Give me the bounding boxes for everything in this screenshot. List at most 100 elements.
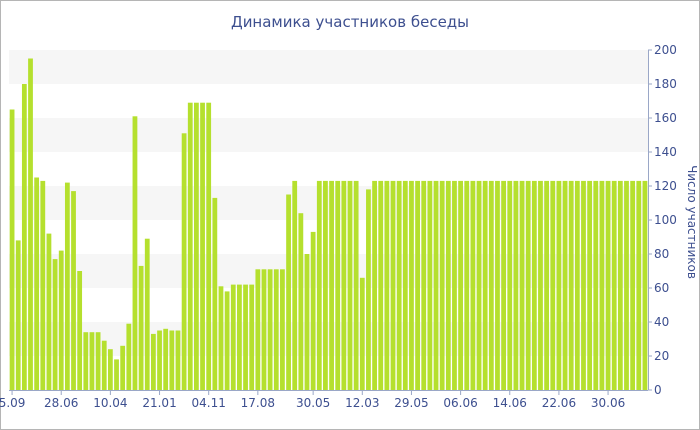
bar bbox=[427, 180, 433, 390]
x-tick-label: 04.11 bbox=[192, 396, 226, 410]
y-tick-label: 80 bbox=[654, 247, 669, 261]
bar bbox=[144, 238, 150, 390]
grid-band bbox=[9, 50, 648, 84]
bar bbox=[562, 180, 568, 390]
bar bbox=[101, 340, 107, 390]
bar bbox=[605, 180, 611, 390]
y-tick-label: 20 bbox=[654, 349, 669, 363]
bar bbox=[255, 269, 261, 390]
bar bbox=[138, 265, 144, 390]
bar bbox=[310, 231, 316, 390]
bar bbox=[458, 180, 463, 390]
bar bbox=[464, 180, 470, 390]
x-tick-label: 10.04 bbox=[93, 396, 127, 410]
y-tick-label: 40 bbox=[654, 315, 669, 329]
bar bbox=[341, 180, 347, 390]
bar bbox=[630, 180, 636, 390]
bar bbox=[292, 180, 298, 390]
bar bbox=[95, 332, 101, 390]
x-tick-label: 30.06 bbox=[591, 396, 625, 410]
bar bbox=[415, 180, 420, 390]
x-tick-label: 21.01 bbox=[142, 396, 176, 410]
chart-title: Динамика участников беседы bbox=[230, 13, 470, 31]
bar bbox=[593, 180, 599, 390]
bar bbox=[187, 102, 193, 390]
bar bbox=[46, 233, 52, 390]
bar bbox=[83, 332, 89, 390]
x-tick-label: 5.09 bbox=[0, 396, 25, 410]
y-tick-label: 120 bbox=[654, 179, 677, 193]
bar bbox=[476, 180, 482, 390]
bar bbox=[525, 180, 531, 390]
bar bbox=[267, 269, 273, 390]
bar bbox=[298, 213, 304, 390]
bar bbox=[409, 180, 414, 390]
bar bbox=[52, 259, 58, 390]
bar bbox=[335, 180, 341, 390]
y-tick-label: 200 bbox=[654, 43, 677, 57]
bar bbox=[421, 180, 427, 390]
y-axis-title: Число участников bbox=[685, 165, 699, 279]
bar bbox=[636, 180, 642, 390]
bar bbox=[329, 180, 334, 390]
x-tick-label: 22.06 bbox=[542, 396, 576, 410]
bar bbox=[378, 180, 384, 390]
bar bbox=[21, 84, 27, 390]
bar bbox=[114, 359, 119, 390]
bar bbox=[230, 284, 236, 390]
bar bbox=[617, 180, 623, 390]
bar bbox=[181, 133, 187, 391]
bar bbox=[538, 180, 543, 390]
bar bbox=[249, 284, 255, 390]
bar bbox=[452, 180, 457, 390]
bar bbox=[243, 284, 248, 390]
x-tick-label: 29.05 bbox=[394, 396, 428, 410]
bar bbox=[273, 269, 279, 390]
bar bbox=[107, 349, 113, 390]
bar bbox=[163, 328, 169, 390]
bar bbox=[34, 177, 40, 390]
bar bbox=[218, 286, 224, 390]
bar bbox=[169, 330, 175, 390]
bar bbox=[237, 284, 242, 390]
bar bbox=[611, 180, 617, 390]
bar bbox=[194, 102, 199, 390]
bar bbox=[261, 269, 267, 390]
bar bbox=[372, 180, 377, 390]
bar bbox=[495, 180, 500, 390]
y-axis-ticks: 0 20 40 60 80 100 120 140 160 180 200 bbox=[648, 43, 677, 397]
bar bbox=[157, 330, 162, 390]
bar bbox=[224, 291, 230, 390]
bar bbox=[568, 180, 574, 390]
x-tick-label: 14.06 bbox=[493, 396, 527, 410]
bar bbox=[445, 180, 451, 390]
bar bbox=[433, 180, 439, 390]
bar bbox=[212, 197, 218, 390]
bar bbox=[64, 182, 70, 390]
bar bbox=[402, 180, 408, 390]
bar bbox=[286, 194, 291, 390]
bar bbox=[9, 109, 15, 390]
bar bbox=[40, 180, 46, 390]
bar bbox=[624, 180, 629, 390]
bar bbox=[501, 180, 506, 390]
bar bbox=[507, 180, 513, 390]
bar bbox=[89, 332, 95, 390]
x-tick-label: 06.06 bbox=[443, 396, 477, 410]
bar bbox=[482, 180, 488, 390]
bar bbox=[77, 271, 83, 390]
x-tick-label: 12.03 bbox=[345, 396, 379, 410]
bar bbox=[587, 180, 593, 390]
bar bbox=[347, 180, 353, 390]
bar bbox=[316, 180, 322, 390]
bar bbox=[513, 180, 519, 390]
bar bbox=[574, 180, 580, 390]
bar bbox=[304, 254, 310, 390]
y-tick-label: 180 bbox=[654, 77, 677, 91]
bar bbox=[58, 250, 64, 390]
x-tick-label: 30.05 bbox=[296, 396, 330, 410]
bar bbox=[323, 180, 328, 390]
bar bbox=[470, 180, 476, 390]
y-tick-label: 100 bbox=[654, 213, 677, 227]
